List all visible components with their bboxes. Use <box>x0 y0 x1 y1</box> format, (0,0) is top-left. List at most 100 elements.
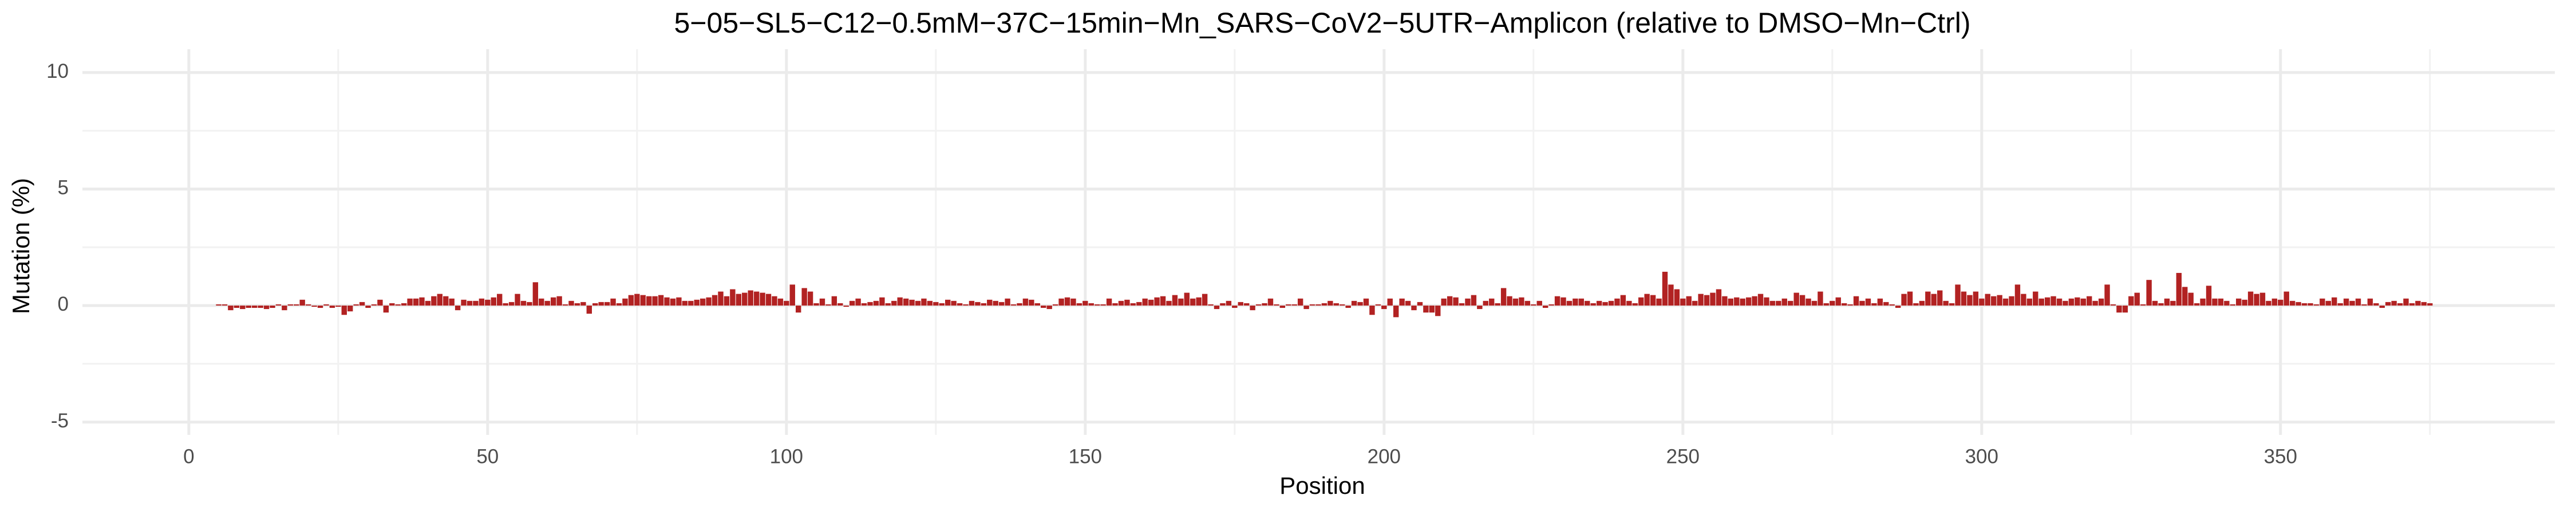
bar <box>2397 303 2403 306</box>
bar <box>353 304 359 306</box>
bar <box>2301 303 2308 306</box>
bar <box>2325 300 2332 306</box>
bar <box>425 300 431 306</box>
bar <box>1931 294 1937 306</box>
bar <box>1005 298 1010 306</box>
bar <box>443 296 449 306</box>
bar <box>622 298 628 306</box>
y-tick-label: 10 <box>46 60 69 82</box>
bar <box>263 305 270 310</box>
bar <box>1919 300 1925 306</box>
bar <box>1913 303 1919 306</box>
bar <box>431 296 437 306</box>
bar <box>1895 305 1901 308</box>
bar <box>1949 303 1955 306</box>
bar <box>1985 294 1990 306</box>
bar <box>2427 303 2433 306</box>
bar <box>2289 300 2296 306</box>
bar <box>748 290 753 306</box>
bar <box>1112 303 1118 306</box>
bar <box>1399 298 1405 306</box>
x-tick-label: 150 <box>1069 445 1102 468</box>
bar <box>2403 298 2409 306</box>
bar <box>2075 297 2080 306</box>
bar <box>1680 298 1686 306</box>
bar <box>1990 296 1997 306</box>
bar <box>1566 300 1573 306</box>
x-tick-label: 100 <box>770 445 803 468</box>
bar <box>1291 304 1297 306</box>
bar <box>246 305 251 308</box>
bar <box>1022 298 1029 306</box>
bar <box>2014 284 2021 306</box>
bar <box>270 305 275 308</box>
bar <box>1058 298 1064 306</box>
bar <box>1088 303 1094 306</box>
bar <box>1100 304 1106 306</box>
bar <box>2230 304 2235 306</box>
bar <box>2044 297 2050 306</box>
bar <box>1722 296 1728 306</box>
bar <box>712 295 718 306</box>
bar <box>975 302 981 306</box>
bar <box>1172 295 1178 306</box>
bar <box>2308 303 2313 306</box>
bar <box>628 295 634 306</box>
bar <box>1734 297 1740 306</box>
bar <box>1805 298 1811 306</box>
bar <box>2104 284 2110 306</box>
bar <box>1297 298 1303 306</box>
bar <box>1029 299 1034 306</box>
bar <box>479 298 485 306</box>
bar <box>1106 298 1112 306</box>
y-tick-label: 5 <box>58 177 69 199</box>
bar <box>1512 298 1519 306</box>
bar <box>251 305 258 308</box>
bar <box>323 304 329 306</box>
bar <box>2343 298 2349 306</box>
bar <box>676 297 682 306</box>
bar <box>1764 297 1769 306</box>
bar <box>724 296 730 306</box>
bar <box>395 304 401 306</box>
bar <box>987 299 993 306</box>
bar <box>1202 294 1208 306</box>
bar <box>491 297 496 306</box>
bar <box>1340 304 1345 306</box>
bar <box>2296 302 2301 306</box>
bar <box>1799 295 1805 306</box>
bar <box>449 298 455 306</box>
bar <box>753 291 760 306</box>
bar <box>951 300 957 306</box>
bar <box>1781 298 1787 306</box>
bar <box>1483 300 1488 306</box>
bar <box>1740 298 1745 306</box>
bar <box>485 299 491 306</box>
bar <box>222 304 228 306</box>
x-tick-label: 250 <box>1666 445 1700 468</box>
bar <box>1130 303 1136 306</box>
bar <box>2415 300 2421 306</box>
bar <box>2176 272 2182 306</box>
bar <box>736 294 742 306</box>
bar <box>1859 300 1865 306</box>
bar <box>586 305 592 314</box>
bar <box>287 304 294 306</box>
bar <box>2152 300 2158 306</box>
bar <box>1907 291 1913 306</box>
bar <box>2242 299 2247 306</box>
bar <box>2271 298 2278 306</box>
bar <box>2164 298 2170 306</box>
chart-title: 5−05−SL5−C12−0.5mM−37C−15min−Mn_SARS−CoV… <box>674 7 1971 39</box>
bar <box>1573 298 1578 306</box>
bar <box>1279 305 1286 308</box>
bar <box>228 305 234 311</box>
bar <box>873 300 879 306</box>
bar <box>939 303 945 306</box>
bar <box>694 299 700 306</box>
bar <box>371 304 377 306</box>
bar <box>2002 298 2009 306</box>
bar <box>2379 305 2385 308</box>
bar <box>1465 298 1471 306</box>
